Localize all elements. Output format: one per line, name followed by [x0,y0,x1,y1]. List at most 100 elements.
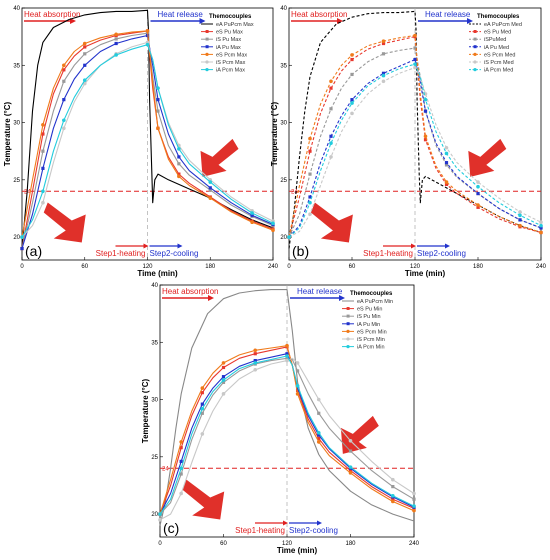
data-point [348,465,353,469]
panel-label: (c) [163,520,179,536]
step1-arrowhead [283,520,288,526]
y-tick-label: 20 [280,235,287,241]
step2-label: Step2-cooling [289,526,338,535]
legend-entry: eS Pu Min [357,307,382,313]
data-point [350,72,354,77]
series-line-5 [159,345,415,515]
data-point [221,392,226,396]
data-point [444,163,449,167]
data-point [518,218,522,222]
step2-label: Step2-cooling [150,249,199,258]
data-point [250,220,254,224]
data-point [62,98,66,102]
data-point [253,367,258,372]
data-point [41,166,45,170]
series-line-4 [288,58,542,238]
data-point [114,53,118,57]
x-tick-label: 240 [268,264,279,270]
data-point [145,42,150,47]
data-point [381,52,386,56]
panel-label: (a) [25,243,42,259]
data-point [381,73,386,78]
data-point [179,472,183,476]
y-axis-label: Temperature (°C) [3,101,12,166]
legend-entry: iA Pcm Max [216,68,245,74]
x-tick-label: 60 [220,541,227,547]
highlight-arrow-heating [43,202,86,243]
series-line-6 [288,67,542,238]
data-point [177,147,181,151]
data-point [41,200,45,205]
data-point [158,512,162,516]
data-point [391,485,395,489]
series-line-3 [21,32,274,249]
step2-arrowhead [317,520,322,526]
data-point [62,126,66,131]
panel-label: (b) [292,243,309,259]
series-line-4 [21,34,274,249]
legend-entry: iA Pu Min [357,322,380,328]
data-point [423,97,428,102]
highlight-arrow-heating [182,479,225,520]
data-point [253,359,257,363]
y-tick-label: 25 [280,178,287,184]
series-line-1 [288,10,542,249]
y-tick-label: 30 [280,121,287,127]
legend-marker [346,345,350,349]
data-point [329,79,333,84]
data-point [381,39,386,44]
data-point [444,151,449,156]
data-point [41,132,45,136]
data-point [518,223,522,228]
data-point [308,195,312,199]
data-point [423,134,428,139]
x-axis-label: Time (min) [137,269,178,278]
legend-marker [205,68,209,72]
legend-entry: iA Pcm Min [357,345,385,351]
data-point [285,343,289,348]
legend-marker [205,52,209,57]
data-point [539,220,543,224]
data-point [350,57,354,62]
data-point [156,109,160,113]
heat-release-label: Heat release [158,10,204,19]
heat-release-label: Heat release [425,10,471,19]
data-point [200,391,204,395]
heat-release-arrowhead [339,295,345,301]
legend-entry: iA Pcm Med [484,68,513,74]
data-point [476,184,480,189]
x-tick-label: 0 [20,264,24,270]
data-point [444,145,449,150]
y-tick-label: 35 [151,340,158,346]
chart-panel-1: 24 20 25 30 35 40 0 60 120 180 240 Time (min) Temper… [3,6,279,278]
data-point [208,186,212,190]
data-point [295,369,300,373]
x-axis-label: Time (min) [405,269,446,278]
data-point [295,361,300,365]
legend-title: Themocouples [350,291,393,297]
data-point [83,63,87,67]
series-line-6 [159,357,415,521]
data-point [62,79,66,83]
data-point [329,141,333,145]
y-axis-label: Temperature (°C) [141,378,150,443]
legend-marker [346,322,350,326]
data-point [444,182,449,186]
data-point [271,228,275,233]
data-point [114,32,118,37]
chart-panel-3: 24 20 25 30 35 40 0 60 120 180 240 Time (min) Temper… [141,283,420,555]
data-point [177,155,181,159]
y-tick-label: 25 [13,178,20,184]
legend-entry: iSPuMed [484,37,506,43]
y-tick-label: 30 [13,121,20,127]
y-tick-label: 25 [151,455,158,461]
x-tick-label: 180 [345,541,356,547]
data-point [285,354,289,358]
data-point [208,180,213,184]
legend-marker [205,30,209,33]
legend-entry: iA Pu Max [216,45,241,51]
step2-arrowhead [445,243,450,249]
legend-entry: iS Pcm Med [484,60,514,66]
data-point [285,352,289,356]
